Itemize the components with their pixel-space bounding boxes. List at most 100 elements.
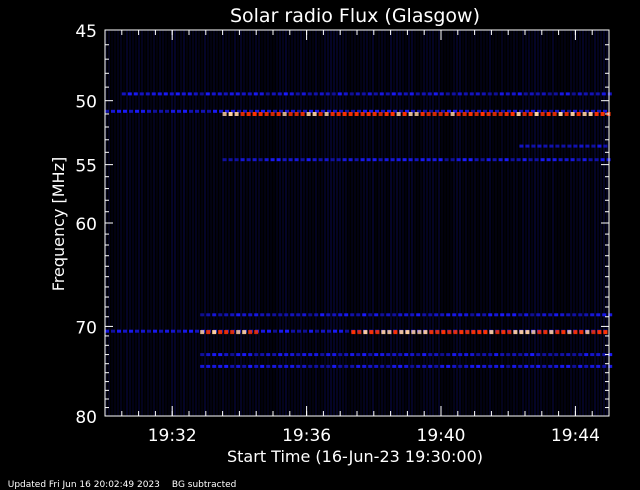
band-segment (303, 109, 307, 113)
band-segment (320, 313, 325, 317)
band-segment (397, 92, 402, 96)
band-segment (584, 313, 589, 317)
band-segment (360, 112, 365, 116)
band-segment (271, 92, 276, 96)
band-segment (433, 92, 438, 96)
background-noise-column (273, 30, 275, 416)
band-segment (339, 329, 343, 333)
band-segment (416, 353, 421, 357)
background-noise-column (414, 30, 416, 416)
band-segment (595, 92, 600, 96)
band-segment (147, 109, 151, 113)
background-noise-column (342, 30, 344, 416)
band-segment (594, 158, 599, 162)
band-segment (199, 92, 204, 96)
band-segment (570, 112, 575, 116)
band-segment (399, 330, 404, 335)
band-segment (576, 158, 581, 162)
band-segment (252, 158, 257, 162)
band-segment (411, 330, 416, 335)
background-noise-column (303, 30, 305, 416)
band-segment (309, 109, 313, 113)
band-segment (530, 313, 535, 317)
band-segment (510, 112, 515, 116)
band-segment (435, 330, 440, 335)
band-segment (417, 330, 422, 335)
background-noise-column (594, 30, 596, 416)
band-segment (230, 364, 235, 368)
background-noise-column (450, 30, 452, 416)
band-segment (135, 109, 139, 113)
background-noise-column (516, 30, 518, 416)
background-noise-column (348, 30, 350, 416)
band-segment (181, 92, 186, 96)
band-segment (212, 364, 217, 368)
background-noise-column (501, 30, 503, 416)
band-segment (350, 364, 355, 368)
band-segment (189, 329, 193, 333)
background-noise-column (270, 30, 272, 416)
band-segment (224, 330, 229, 335)
band-segment (315, 329, 319, 333)
band-segment (357, 330, 362, 335)
background-noise-column (570, 30, 572, 416)
band-segment (171, 109, 175, 113)
spectrogram-chart: 45 50 55 60 70 80 19:32 19:36 19:40 19:44 Solar r… (49, 5, 613, 466)
band-segment (385, 92, 390, 96)
band-segment (300, 112, 305, 116)
band-segment (582, 158, 587, 162)
band-segment (246, 158, 251, 162)
background-noise-column (543, 30, 545, 416)
x-tick-label: 19:40 (417, 426, 466, 446)
background-noise-column (333, 30, 335, 416)
band-segment (530, 353, 535, 357)
band-segment (441, 109, 445, 113)
band-segment (313, 92, 318, 96)
band-segment (499, 92, 504, 96)
band-segment (362, 364, 367, 368)
background-noise-column (390, 30, 392, 416)
band-segment (572, 364, 577, 368)
band-segment (426, 158, 431, 162)
background-noise-column (267, 30, 269, 416)
band-segment (373, 92, 378, 96)
band-segment (441, 330, 446, 335)
band-segment (486, 112, 491, 116)
band-segment (386, 364, 391, 368)
band-segment (423, 330, 428, 335)
band-segment (338, 353, 343, 357)
band-segment (420, 112, 425, 116)
background-noise-column (384, 30, 386, 416)
band-segment (384, 158, 389, 162)
band-segment (381, 330, 386, 335)
background-noise-column (387, 30, 389, 416)
band-segment (290, 353, 295, 357)
band-segment (375, 330, 380, 335)
band-segment (564, 158, 569, 162)
band-segment (596, 353, 601, 357)
band-segment (602, 313, 607, 317)
background-noise-column (165, 30, 167, 416)
band-segment (380, 353, 385, 357)
band-segment (524, 313, 529, 317)
band-segment (261, 109, 265, 113)
band-segment (542, 364, 547, 368)
background-noise-column (474, 30, 476, 416)
band-segment (248, 313, 253, 317)
band-segment (594, 112, 599, 116)
band-segment (512, 313, 517, 317)
band-segment (141, 109, 145, 113)
band-segment (301, 92, 306, 96)
band-segment (295, 92, 300, 96)
background-noise-column (507, 30, 509, 416)
band-segment (480, 112, 485, 116)
band-segment (566, 313, 571, 317)
emission-band (105, 109, 607, 113)
band-segment (288, 158, 293, 162)
band-segment (459, 109, 463, 113)
band-segment (589, 92, 594, 96)
band-segment (482, 353, 487, 357)
background-noise-column (588, 30, 590, 416)
band-segment (552, 158, 557, 162)
band-segment (475, 92, 480, 96)
